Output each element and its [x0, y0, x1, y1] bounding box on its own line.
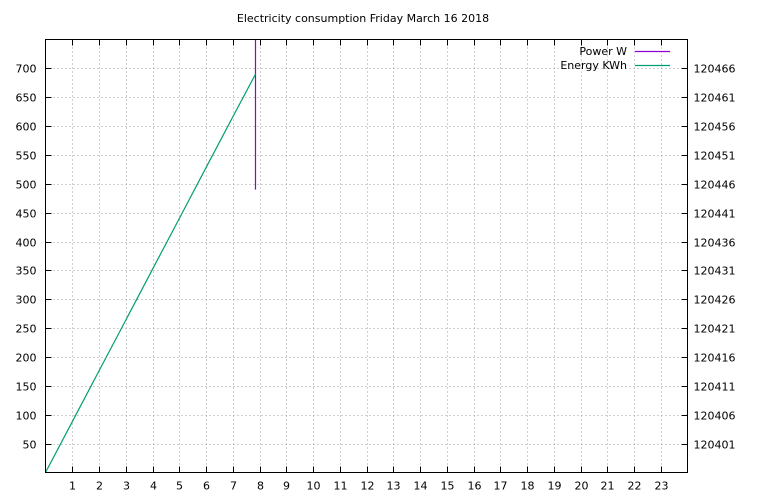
y-tick-label: 650: [16, 92, 37, 105]
legend-label: Power W: [579, 45, 627, 58]
x-tick-label: 2: [96, 480, 103, 493]
y-tick-label: 450: [16, 208, 37, 221]
plot-border: [45, 39, 688, 473]
y2-tick-label: 120436: [694, 237, 736, 250]
y-tick-label: 550: [16, 150, 37, 163]
x-tick-label: 14: [414, 480, 428, 493]
x-tick-label: 23: [655, 480, 669, 493]
x-tick-label: 19: [548, 480, 562, 493]
x-tick-label: 6: [203, 480, 210, 493]
x-tick-label: 3: [123, 480, 130, 493]
y2-tick-label: 120401: [694, 439, 736, 452]
x-tick-label: 8: [257, 480, 264, 493]
y2-tick-label: 120456: [694, 121, 736, 134]
x-tick-label: 9: [283, 480, 290, 493]
x-tick-label: 4: [150, 480, 157, 493]
y2-tick-label: 120431: [694, 265, 736, 278]
axis-ticks: 50 100 150 200 250 300 350 400 450 500 550 600 650 70…: [16, 39, 736, 493]
x-tick-label: 12: [361, 480, 375, 493]
y2-tick-label: 120451: [694, 150, 736, 163]
x-tick-label: 15: [441, 480, 455, 493]
y-tick-label: 250: [16, 323, 37, 336]
y-tick-label: 700: [16, 63, 37, 76]
x-tick-label: 7: [230, 480, 237, 493]
y-tick-label: 600: [16, 121, 37, 134]
y-tick-label: 200: [16, 352, 37, 365]
y-tick-label: 300: [16, 294, 37, 307]
x-tick-label: 10: [307, 480, 321, 493]
y-tick-label: 500: [16, 179, 37, 192]
y-tick-label: 350: [16, 265, 37, 278]
x-tick-label: 5: [176, 480, 183, 493]
series-line-energy-kwh: [44, 73, 257, 473]
x-tick-label: 11: [334, 480, 348, 493]
x-tick-label: 16: [468, 480, 482, 493]
x-tick-label: 20: [575, 480, 589, 493]
y2-tick-label: 120441: [694, 208, 736, 221]
x-tick-label: 1: [69, 480, 76, 493]
y2-tick-label: 120406: [694, 410, 736, 423]
y2-tick-label: 120461: [694, 92, 736, 105]
y-tick-label: 100: [16, 410, 37, 423]
grid: [45, 39, 688, 473]
y2-tick-label: 120466: [694, 63, 736, 76]
y2-tick-label: 120426: [694, 294, 736, 307]
legend-label: Energy KWh: [560, 59, 627, 72]
x-tick-label: 22: [628, 480, 642, 493]
y2-tick-label: 120411: [694, 381, 736, 394]
series-lines: [44, 39, 257, 473]
x-tick-label: 13: [387, 480, 401, 493]
y2-tick-label: 120416: [694, 352, 736, 365]
x-tick-label: 17: [494, 480, 508, 493]
chart-title: Electricity consumption Friday March 16 …: [237, 12, 489, 25]
y2-tick-label: 120446: [694, 179, 736, 192]
y-tick-label: 150: [16, 381, 37, 394]
y-tick-label: 50: [23, 439, 37, 452]
y-tick-label: 400: [16, 237, 37, 250]
x-tick-label: 18: [521, 480, 535, 493]
y2-tick-label: 120421: [694, 323, 736, 336]
x-tick-label: 21: [601, 480, 615, 493]
